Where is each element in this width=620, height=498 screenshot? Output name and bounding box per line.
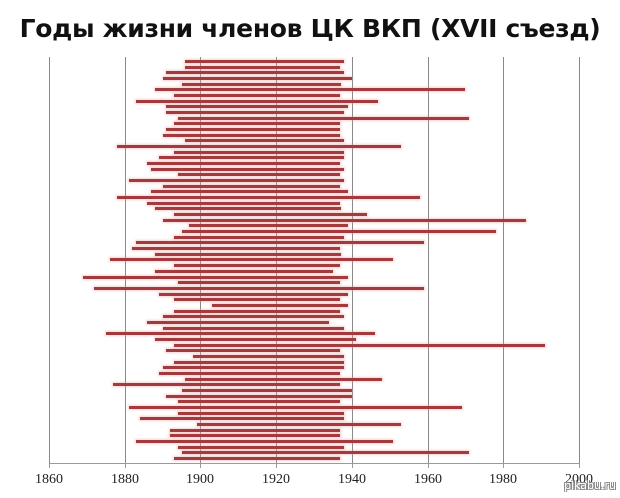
lifespan-bar	[162, 218, 526, 222]
x-tick-label: 1960	[414, 472, 442, 487]
lifespan-bar	[192, 354, 345, 358]
lifespan-bar	[181, 230, 496, 234]
lifespan-bar	[173, 343, 545, 347]
lifespan-bar	[177, 445, 345, 449]
gridline-2000	[579, 57, 580, 463]
lifespan-bar	[158, 156, 345, 160]
lifespan-bar	[117, 145, 401, 149]
x-tick-label: 1940	[338, 472, 366, 487]
lifespan-bar	[177, 281, 341, 285]
lifespan-bar	[151, 167, 345, 171]
x-tick-label: 1860	[35, 472, 63, 487]
lifespan-bar	[155, 337, 356, 341]
lifespan-bar	[147, 201, 341, 205]
lifespan-bar	[139, 417, 345, 421]
x-tick-label: 1900	[186, 472, 214, 487]
x-tick-label: 1880	[111, 472, 139, 487]
lifespan-bar	[155, 88, 466, 92]
tick-1940	[352, 463, 353, 468]
lifespan-bar	[177, 116, 470, 120]
lifespan-bar	[155, 269, 333, 273]
lifespan-bar	[155, 252, 341, 256]
lifespan-bar	[166, 394, 352, 398]
lifespan-bar	[181, 388, 352, 392]
lifespan-bar	[196, 422, 401, 426]
lifespan-bar	[166, 71, 345, 75]
x-tick-label: 1920	[262, 472, 290, 487]
gridline-1980	[503, 57, 504, 463]
lifespan-bar	[173, 298, 341, 302]
lifespan-bar	[211, 303, 349, 307]
lifespan-bar	[158, 371, 341, 375]
lifespan-bar	[173, 309, 341, 313]
lifespan-bar	[177, 411, 345, 415]
lifespan-bar	[132, 247, 341, 251]
lifespan-bar	[136, 439, 394, 443]
lifespan-bar	[173, 456, 341, 460]
lifespan-bar	[185, 65, 341, 69]
lifespan-bar	[189, 224, 349, 228]
lifespan-bar	[166, 105, 349, 109]
lifespan-bar	[173, 360, 345, 364]
chart-title: Годы жизни членов ЦК ВКП (XVII съезд)	[19, 14, 601, 43]
lifespan-bar	[136, 241, 424, 245]
tick-1980	[503, 463, 504, 468]
lifespan-bar	[177, 400, 341, 404]
tick-1860	[49, 463, 50, 468]
watermark: pikabu.ru	[564, 479, 616, 492]
lifespan-bar	[136, 99, 379, 103]
lifespan-bar	[147, 320, 330, 324]
lifespan-bar	[185, 60, 345, 63]
tick-1920	[276, 463, 277, 468]
lifespan-bar	[162, 366, 345, 370]
lifespan-bar	[173, 213, 367, 217]
lifespan-bar	[181, 451, 470, 455]
lifespan-bar	[173, 235, 345, 239]
lifespan-bar	[162, 184, 341, 188]
lifespan-bar	[162, 77, 352, 80]
lifespan-bar	[173, 122, 341, 126]
lifespan-bar	[162, 315, 345, 319]
lifespan-bar	[83, 275, 349, 279]
lifespan-bar	[117, 196, 420, 200]
lifespan-bar	[162, 133, 341, 137]
lifespan-bar	[147, 162, 341, 166]
lifespan-bar	[173, 150, 345, 154]
lifespan-bar	[158, 292, 349, 296]
lifespan-bar	[128, 405, 462, 409]
lifespan-bar	[173, 264, 341, 268]
lifespan-bar	[166, 111, 345, 114]
lifespan-bar	[128, 179, 345, 183]
lifespan-bar	[185, 139, 345, 143]
lifespan-bar	[166, 349, 341, 353]
tick-1880	[125, 463, 126, 468]
lifespan-bar	[185, 377, 383, 381]
lifespan-bar	[170, 434, 341, 438]
tick-1960	[428, 463, 429, 468]
lifespan-bar	[151, 190, 349, 194]
lifespan-bar	[177, 173, 341, 177]
lifespan-bar	[113, 383, 341, 387]
gridline-1960	[428, 57, 429, 463]
x-tick-label: 2000	[565, 472, 593, 487]
tick-1900	[200, 463, 201, 468]
lifespan-bar	[162, 326, 345, 330]
x-tick-label: 1980	[489, 472, 517, 487]
lifespan-bar	[109, 258, 394, 262]
lifespan-bar	[170, 428, 341, 432]
tick-2000	[579, 463, 580, 468]
x-axis	[49, 463, 580, 464]
lifespan-bar	[166, 128, 341, 131]
gridline-1860	[49, 57, 50, 463]
lifespan-bar	[173, 94, 341, 97]
lifespan-bar	[105, 332, 375, 336]
lifespan-bar	[181, 82, 341, 86]
lifespan-bar	[94, 286, 424, 290]
lifespan-bar	[155, 207, 341, 211]
